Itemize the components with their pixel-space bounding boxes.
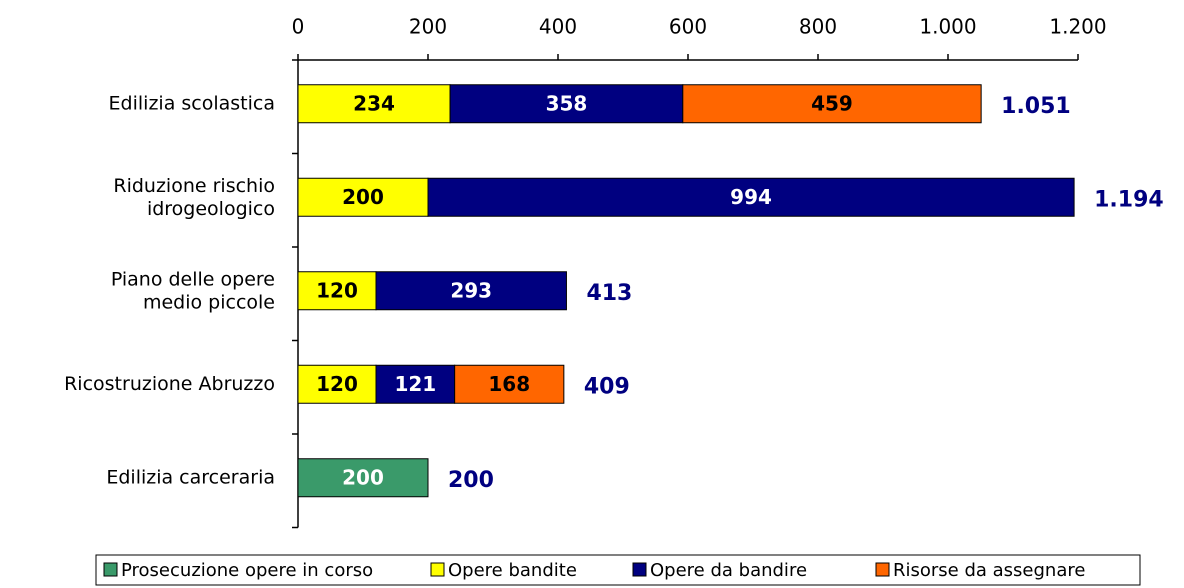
bar-segment	[682, 84, 982, 124]
bar-label: 994	[730, 185, 772, 209]
bar-segment	[297, 458, 429, 498]
y-tick-label: Edilizia carceraria	[106, 466, 275, 488]
x-tick-label: 1.200	[1049, 15, 1106, 39]
bar-label: 234	[353, 91, 395, 115]
bar-segment	[297, 271, 377, 311]
legend-swatch	[430, 562, 445, 577]
y-tick-label: Piano delle opere medio piccole	[111, 268, 275, 313]
y-tick-label: Edilizia scolastica	[109, 92, 275, 114]
total-label: 200	[448, 468, 494, 493]
bar-segment	[297, 364, 377, 404]
x-tick-label: 200	[409, 15, 447, 39]
legend-label: Prosecuzione opere in corso	[121, 560, 373, 581]
bar-label: 293	[450, 278, 492, 302]
y-tick-label: Riduzione rischio idrogeologico	[113, 174, 275, 219]
x-tick-label: 800	[799, 15, 837, 39]
legend-swatch	[875, 562, 890, 577]
x-tick-label: 400	[539, 15, 577, 39]
total-label: 1.194	[1094, 187, 1164, 212]
bar-label: 459	[811, 91, 853, 115]
bar-segment	[297, 84, 451, 124]
bar-label: 121	[394, 372, 436, 396]
bar-segment	[375, 271, 567, 311]
legend-swatch	[632, 562, 647, 577]
legend-label: Opere da bandire	[650, 560, 807, 581]
bar-label: 200	[342, 465, 384, 489]
legend-label: Risorse da assegnare	[893, 560, 1085, 581]
bar-label: 120	[316, 372, 358, 396]
y-tick-label: Ricostruzione Abruzzo	[64, 373, 275, 395]
x-tick-label: 600	[669, 15, 707, 39]
bar-segment	[297, 177, 429, 217]
bar-segment	[427, 177, 1075, 217]
x-tick-label: 1.000	[919, 15, 976, 39]
bar-segment	[454, 364, 565, 404]
bar-segment	[375, 364, 456, 404]
bar-label: 358	[546, 91, 588, 115]
legend-label: Opere bandite	[448, 560, 577, 581]
total-label: 1.051	[1001, 94, 1071, 119]
total-label: 409	[584, 374, 630, 399]
bar-label: 120	[316, 278, 358, 302]
legend-swatch	[103, 562, 118, 577]
legend-box	[95, 554, 1141, 586]
bar-label: 168	[488, 372, 530, 396]
bar-label: 200	[342, 185, 384, 209]
x-tick-label: 0	[292, 15, 305, 39]
total-label: 413	[586, 281, 632, 306]
